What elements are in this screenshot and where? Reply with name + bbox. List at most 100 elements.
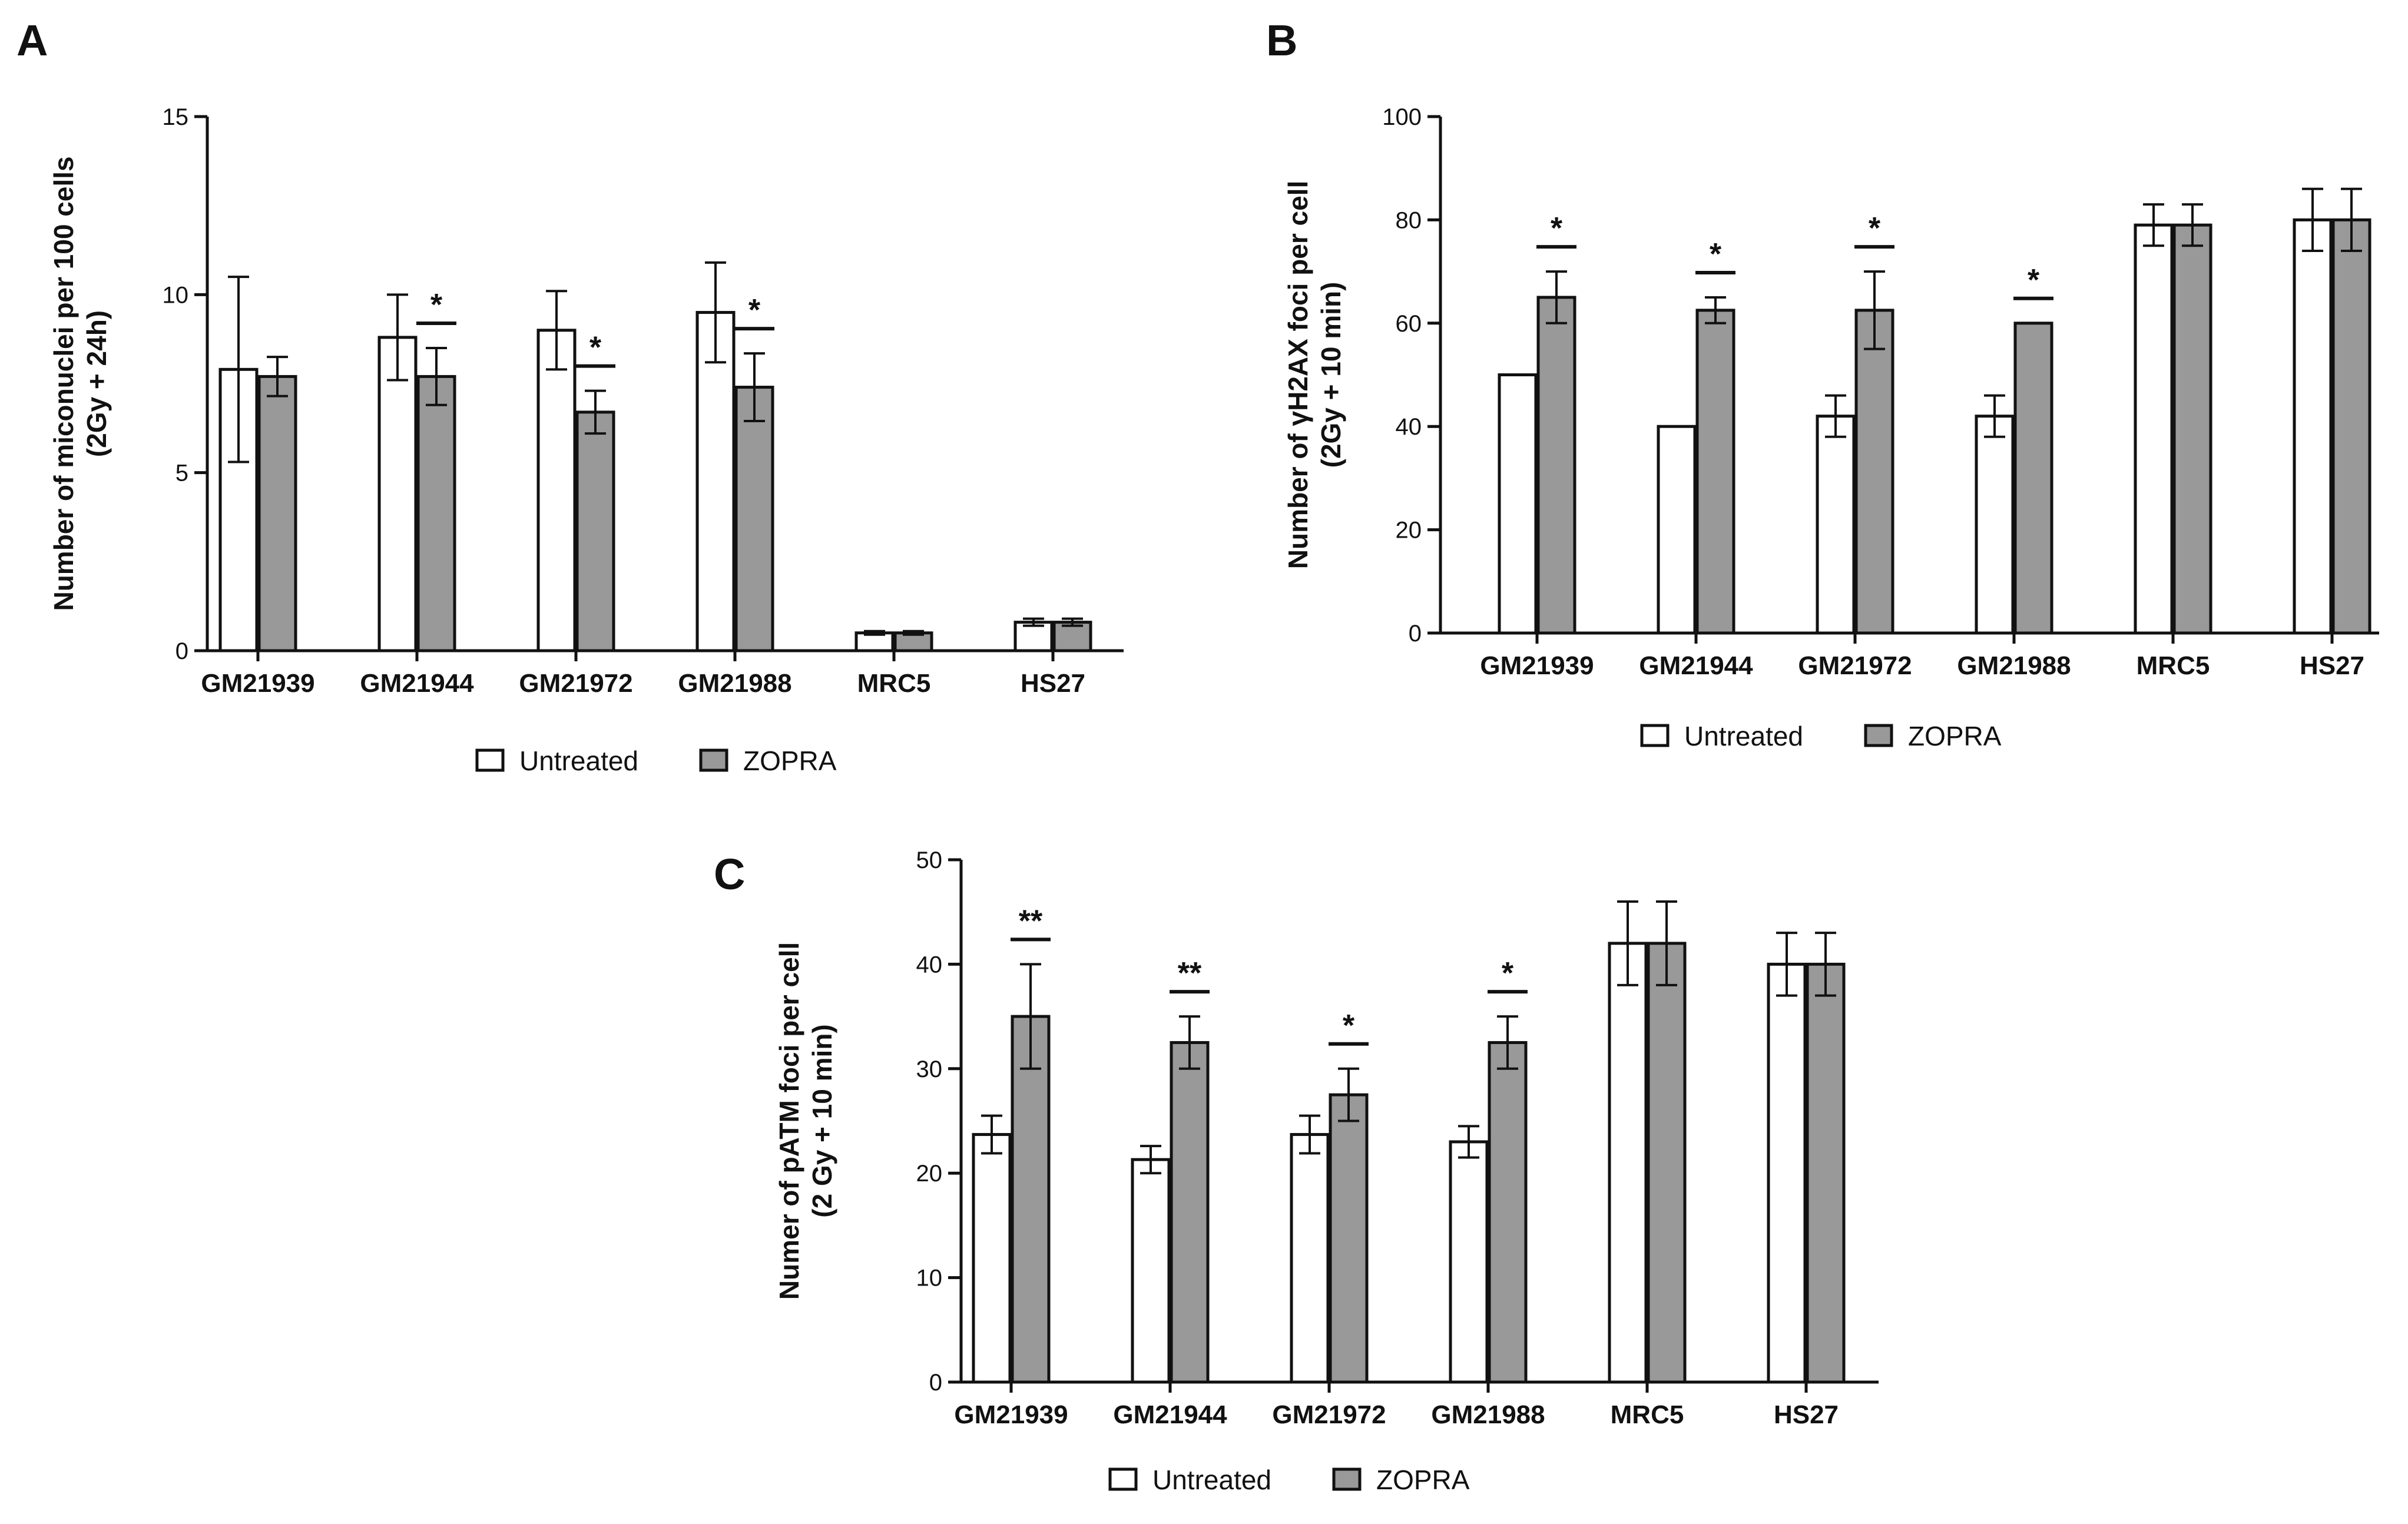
x-tick-label: GM21988 [678,669,791,698]
bar [377,336,418,652]
x-tick-label: HS27 [1774,1400,1839,1429]
bar [1488,1041,1528,1384]
x-tick-label: GM21944 [1113,1400,1227,1429]
legend-label: Untreated [519,746,638,776]
y-tick-label: 10 [163,282,189,308]
chart-c: 0 10 20 30 40 50 Numer of pATM foci per cell (2… [774,847,1879,1495]
bar [734,386,774,652]
bar [1647,942,1687,1384]
chart-b: 0 20 40 60 80 100 Number of γH2AX foci per cel… [1283,104,2379,751]
legend-swatch-zopra [1332,1467,1362,1491]
significance-marker: * [430,288,443,322]
y-tick-label: 5 [175,460,188,486]
bar [1854,309,1894,635]
x-tick-label: MRC5 [857,669,931,698]
legend-label: ZOPRA [1908,721,2002,751]
y-tick-label: 0 [1409,621,1422,647]
significance-marker: * [1551,211,1563,246]
x-tick-label: GM21939 [954,1400,1068,1429]
bar [1290,1133,1330,1384]
significance-marker: * [1343,1009,1355,1043]
x-tick-label: MRC5 [2137,651,2210,680]
legend-swatch-untreated [1640,724,1670,747]
bar [1329,1093,1369,1384]
y-tick-label: 50 [916,847,943,873]
bar [2134,223,2174,635]
significance-marker: * [2028,263,2040,297]
significance-marker: * [748,293,761,327]
bar [972,1133,1012,1384]
chart-a: 0 5 10 15 Number of miconuclei per 100 cells… [48,104,1124,776]
y-tick-label: 0 [175,638,188,664]
x-tick-label: HS27 [1021,669,1085,698]
y-axis-label: Number of γH2AX foci per cell [1283,181,1313,569]
bar [1816,415,1856,635]
x-tick-label: MRC5 [1611,1400,1684,1429]
bar [536,329,577,652]
y-tick-label: 20 [1396,518,1422,544]
significance-marker: ** [1019,904,1043,938]
legend-label: Untreated [1684,721,1803,751]
bar [1498,373,1538,635]
significance-marker: * [1869,211,1881,246]
x-tick-label: GM21988 [1957,651,2071,680]
legend-swatch-zopra [1864,724,1893,747]
bar [1536,296,1576,635]
significance-marker: * [1710,237,1722,271]
legend-label: Untreated [1152,1465,1271,1495]
bar [1975,415,2015,635]
y-tick-label: 0 [929,1370,942,1396]
y-tick-label: 20 [916,1161,943,1187]
panel-c: C 0 10 20 30 40 50 Numer of pATM foci per cell… [714,847,1879,1495]
y-tick-label: 30 [916,1056,943,1082]
panel-letter-c: C [714,850,745,899]
bar [2331,218,2371,635]
bar [1608,942,1648,1384]
y-axis-label-line2: (2Gy + 10 min) [1316,282,1346,468]
y-tick-label: 60 [1396,311,1422,337]
x-tick-label: HS27 [2300,651,2364,680]
x-tick-label: GM21939 [201,669,314,698]
panel-a: A 0 5 10 15 Number of miconuclei per 100 cel… [16,16,1124,776]
panel-letter-b: B [1266,16,1297,65]
significance-marker: * [1502,956,1514,990]
bar [416,375,456,652]
x-tick-label: GM21972 [1272,1400,1386,1429]
y-tick-label: 15 [163,104,189,130]
y-axis-label-line2: (2 Gy + 10 min) [807,1024,837,1218]
legend: Untreated ZOPRA [475,746,837,776]
bar [1657,425,1697,635]
x-tick-label: GM21944 [1639,651,1753,680]
x-tick-label: GM21972 [1798,651,1912,680]
bar [2293,218,2333,635]
bar [695,311,736,652]
x-tick-label: GM21988 [1431,1400,1545,1429]
significance-marker: ** [1178,956,1202,990]
legend-swatch-untreated [1108,1467,1138,1491]
legend: Untreated ZOPRA [1640,721,2002,751]
y-axis-label: Numer of pATM foci per cell [774,942,804,1300]
y-tick-label: 40 [916,952,943,978]
y-tick-label: 40 [1396,414,1422,440]
x-tick-label: GM21972 [519,669,632,698]
legend-swatch-untreated [475,748,505,772]
bar [1806,962,1846,1384]
bar [1695,309,1735,635]
bar [575,410,615,652]
y-axis-label: Number of miconuclei per 100 cells [48,156,79,611]
legend-label: ZOPRA [1376,1465,1470,1495]
bar [1052,621,1092,652]
legend-label: ZOPRA [743,746,837,776]
y-tick-label: 10 [916,1265,943,1291]
panel-letter-a: A [16,16,48,65]
legend: Untreated ZOPRA [1108,1465,1470,1495]
y-tick-label: 100 [1382,104,1422,130]
bar [257,375,297,652]
legend-swatch-zopra [699,748,728,772]
panel-b: B 0 20 40 60 80 100 Number of γH2AX foci per c… [1266,16,2379,751]
significance-marker: * [589,331,602,365]
bar [1131,1158,1171,1384]
bar [1011,1015,1051,1384]
x-tick-label: GM21944 [360,669,474,698]
